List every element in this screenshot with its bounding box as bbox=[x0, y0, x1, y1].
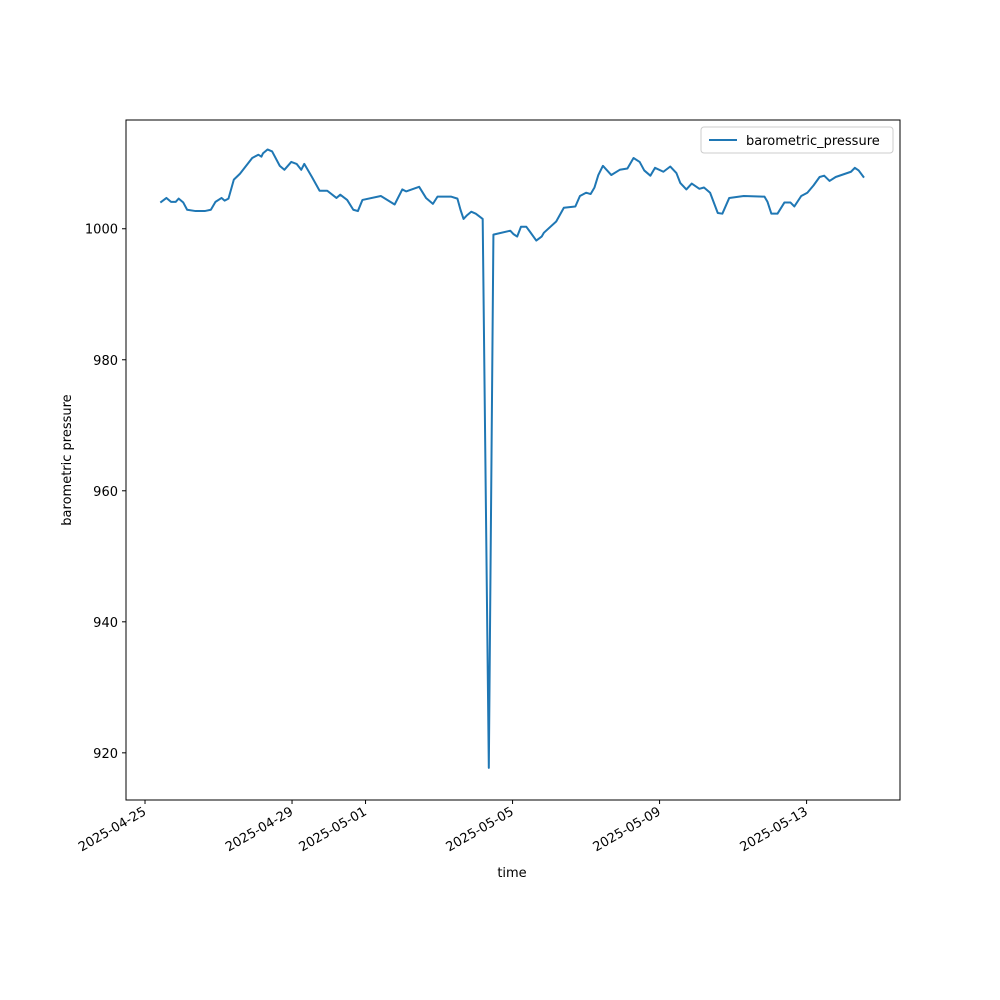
series-line bbox=[159, 148, 865, 769]
x-tick-label: 2025-05-13 bbox=[738, 804, 811, 855]
x-tick-label: 2025-05-09 bbox=[591, 804, 664, 855]
x-axis-label: time bbox=[497, 866, 526, 881]
y-tick-label: 940 bbox=[93, 616, 118, 631]
x-tick-label: 2025-05-01 bbox=[297, 804, 370, 855]
y-tick-label: 980 bbox=[93, 354, 118, 369]
y-tick-label: 920 bbox=[93, 747, 118, 762]
x-tick-label: 2025-04-25 bbox=[76, 804, 149, 855]
y-tick-label: 1000 bbox=[85, 223, 118, 238]
legend-box bbox=[700, 126, 894, 154]
x-tick-label: 2025-04-29 bbox=[223, 804, 296, 855]
x-tick-label: 2025-05-05 bbox=[444, 804, 517, 855]
legend-label: barometric_pressure bbox=[746, 134, 880, 149]
plot-frame bbox=[125, 119, 901, 801]
y-tick-label: 960 bbox=[93, 485, 118, 500]
y-axis-label: barometric pressure bbox=[60, 394, 75, 525]
